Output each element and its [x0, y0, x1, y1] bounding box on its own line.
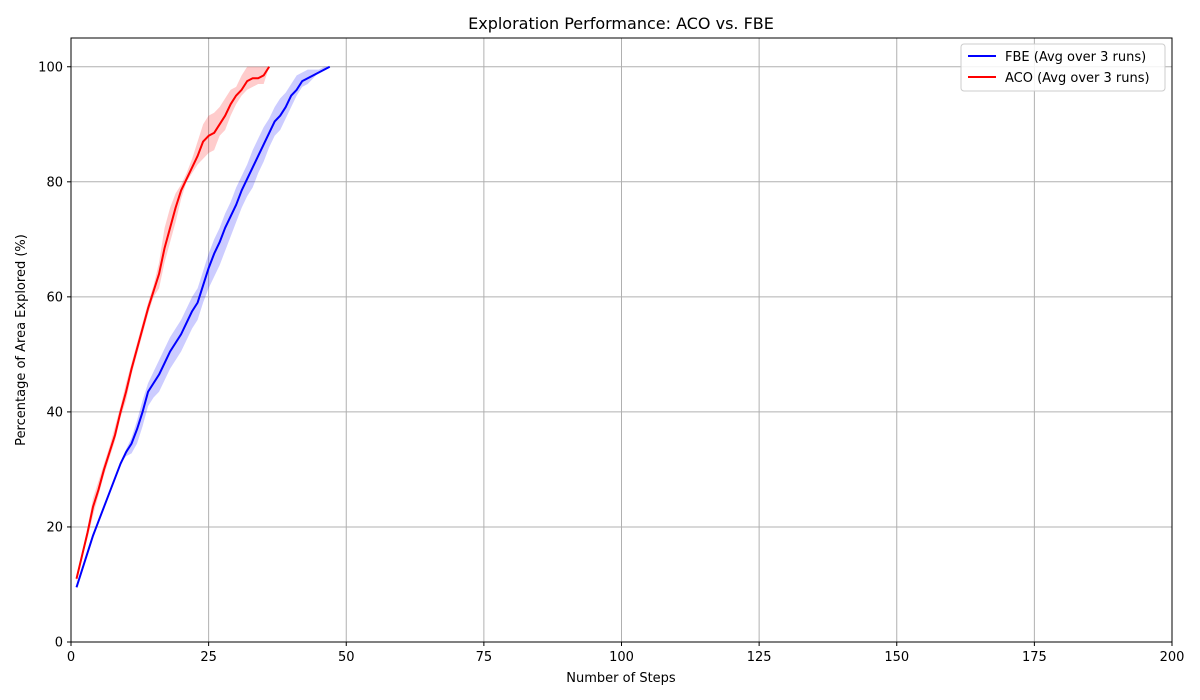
- y-tick-label: 100: [38, 60, 63, 75]
- legend-box: [960, 43, 1166, 92]
- y-axis-title: Percentage of Area Explored (%): [14, 234, 29, 446]
- x-tick-label: 25: [200, 650, 217, 665]
- x-axis-title: Number of Steps: [566, 671, 676, 686]
- y-tick-label: 0: [55, 636, 63, 651]
- x-tick-label: 100: [609, 650, 634, 665]
- y-tick-label: 80: [46, 175, 63, 190]
- y-tick-label: 60: [46, 290, 63, 305]
- x-tick-label: 75: [476, 650, 493, 665]
- grid-lines: [70, 38, 1173, 643]
- x-axis-ticks: 0 25 50 75 100 125 150 175 200: [67, 642, 1185, 665]
- x-tick-label: 175: [1022, 650, 1047, 665]
- confidence-bands: [76, 66, 330, 588]
- y-tick-label: 20: [46, 520, 63, 535]
- y-axis-ticks: 0 20 40 60 80 100: [38, 60, 71, 651]
- legend-label-fbe: FBE (Avg over 3 runs): [1005, 50, 1146, 65]
- series-lines: [75, 65, 331, 588]
- series-line-aco: [75, 66, 271, 579]
- y-tick-label: 40: [46, 405, 63, 420]
- x-tick-label: 0: [67, 650, 75, 665]
- series-line-fbe: [75, 65, 331, 588]
- legend: FBE (Avg over 3 runs) ACO (Avg over 3 ru…: [960, 43, 1166, 92]
- x-tick-label: 200: [1160, 650, 1185, 665]
- chart-title: Exploration Performance: ACO vs. FBE: [468, 14, 774, 33]
- x-tick-label: 125: [747, 650, 772, 665]
- legend-label-aco: ACO (Avg over 3 runs): [1005, 71, 1150, 86]
- x-tick-label: 50: [338, 650, 355, 665]
- x-tick-label: 150: [884, 650, 909, 665]
